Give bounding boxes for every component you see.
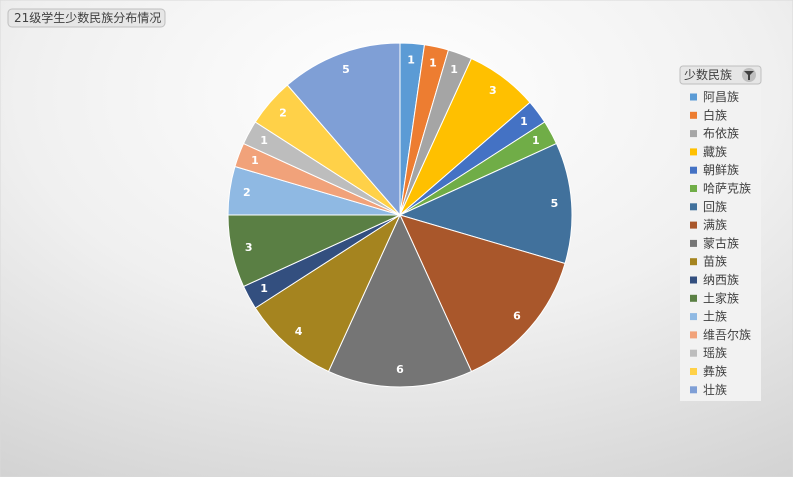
chart-title: 21级学生少数民族分布情况 (14, 10, 161, 25)
legend-marker (690, 276, 697, 284)
title-button[interactable] (7, 8, 166, 28)
data-label: 6 (396, 363, 404, 376)
legend-title: 少数民族 (684, 67, 732, 82)
data-label: 1 (260, 134, 268, 147)
legend-label: 阿昌族 (703, 90, 739, 104)
legend-marker (690, 349, 697, 357)
legend-marker (690, 258, 697, 266)
data-label: 2 (243, 186, 251, 199)
data-label: 5 (342, 63, 350, 76)
legend-header[interactable] (679, 65, 762, 85)
data-label: 6 (513, 309, 521, 322)
legend-label: 布依族 (703, 126, 739, 141)
data-label: 4 (295, 325, 303, 338)
pie-slice (398, 142, 573, 265)
legend-label: 土家族 (703, 290, 739, 305)
legend-label: 壮族 (703, 383, 727, 397)
legend-label: 回族 (703, 200, 727, 214)
legend-label: 瑶族 (703, 346, 727, 360)
legend-marker (690, 148, 697, 156)
data-label: 1 (407, 54, 415, 67)
legend-marker (690, 331, 697, 339)
filter-icon (744, 71, 754, 80)
data-label: 1 (532, 134, 540, 147)
legend-label: 白族 (703, 107, 727, 122)
legend-marker (690, 368, 697, 375)
data-label: 1 (450, 63, 458, 76)
data-label: 1 (251, 154, 259, 167)
legend-label: 蒙古族 (703, 235, 739, 250)
legend-label: 苗族 (703, 255, 727, 269)
data-label: 3 (489, 84, 497, 97)
data-label: 1 (260, 282, 268, 295)
data-label: 2 (279, 107, 287, 120)
legend-label: 朝鲜族 (703, 163, 739, 177)
legend-panel (680, 66, 761, 401)
data-label: 1 (429, 57, 437, 70)
legend-marker (690, 294, 697, 302)
legend-label: 土族 (703, 310, 727, 324)
legend-label: 彝族 (703, 364, 727, 379)
legend-label: 哈萨克族 (703, 182, 751, 196)
legend-marker (690, 93, 697, 101)
legend-marker (690, 203, 697, 211)
pie-slice (286, 42, 401, 217)
legend-marker (690, 111, 697, 119)
legend-marker (690, 221, 697, 229)
legend-marker (690, 130, 697, 138)
legend-marker (690, 313, 697, 321)
pie-slice (254, 213, 402, 373)
legend-label: 纳西族 (703, 273, 739, 287)
legend-marker (690, 166, 697, 174)
legend-marker (690, 386, 697, 394)
pie-slice (399, 214, 566, 373)
legend-label: 维吾尔族 (703, 327, 751, 342)
legend-label: 藏族 (703, 145, 727, 159)
legend-label: 满族 (703, 218, 727, 232)
data-label: 3 (245, 241, 253, 254)
data-label: 1 (520, 115, 528, 128)
data-label: 5 (551, 197, 559, 210)
legend-marker (690, 239, 697, 247)
legend-marker (690, 185, 697, 192)
pie-slice (327, 213, 473, 388)
